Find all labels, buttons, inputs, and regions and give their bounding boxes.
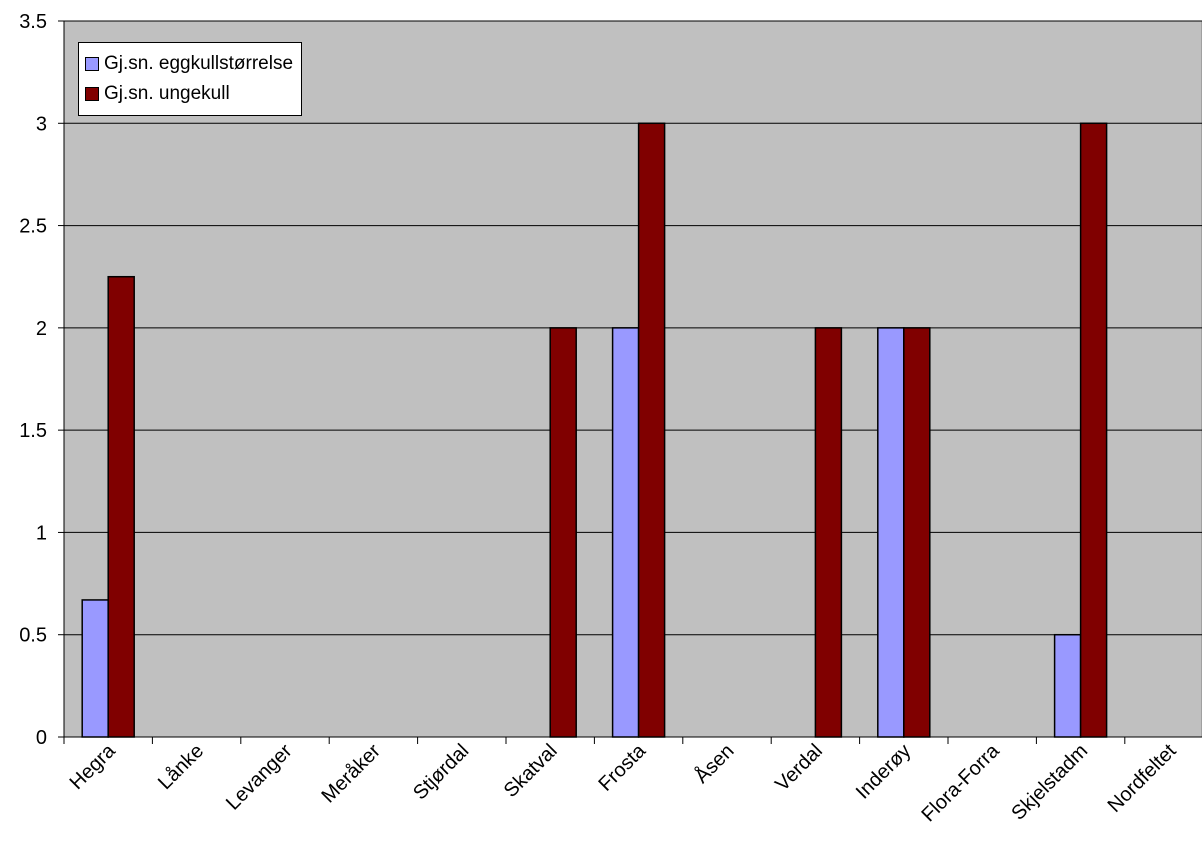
x-ticks: Hegra Lånke Levanger Meråker Stjørdal Skatval… [63,737,1181,826]
bar-ungekull [903,327,931,738]
legend-item-ungekull: Gj.sn. ungekull [85,79,293,109]
x-tick-label: Åsen [690,739,739,788]
x-tick-label: Stjørdal [409,740,473,804]
bar-ungekull [637,122,666,738]
x-tick-label: Skatval [500,740,562,802]
legend-label-ungekull: Gj.sn. ungekull [104,83,230,104]
bars [81,122,1108,738]
x-tick-label: Frosta [594,739,650,795]
x-tick-label: Meråker [318,740,386,808]
x-tick-label: Levanger [222,740,297,815]
y-tick-label: 2 [36,318,47,340]
x-tick-label: Nordfeltet [1104,740,1181,817]
bar-ungekull [814,327,843,738]
bar-eggkull [877,327,905,738]
y-tick-label: 0.5 [19,625,47,647]
y-tick-label: 1 [36,522,47,544]
bar-ungekull [549,327,577,738]
bar-ungekull [107,275,135,738]
x-tick-label: Verdal [771,740,827,796]
y-tick-label: 0 [36,727,47,749]
bar-ungekull [1079,122,1108,738]
y-tick-label: 3 [36,113,47,135]
legend-swatch-ungekull [85,87,99,101]
y-ticks: 0 0.5 1 1.5 2 2.5 3 3.5 [19,11,64,749]
y-tick-label: 1.5 [19,420,47,442]
x-tick-label: Skjelstadm [1007,740,1092,825]
legend-swatch-eggkull [85,57,99,71]
legend: Gj.sn. eggkullstørrelse Gj.sn. ungekull [78,42,303,116]
y-tick-label: 3.5 [19,11,47,33]
x-tick-label: Hegra [66,739,121,794]
bar-eggkull [1053,633,1082,738]
legend-label-eggkull: Gj.sn. eggkullstørrelse [104,53,294,74]
x-tick-label: Lånke [154,740,208,794]
bar-eggkull [611,327,640,738]
x-tick-label: Flora-Forra [917,739,1004,826]
x-tick-label: Inderøy [852,740,916,804]
y-tick-label: 2.5 [19,216,47,238]
bar-eggkull [81,599,109,738]
legend-item-eggkull: Gj.sn. eggkullstørrelse [85,49,293,79]
